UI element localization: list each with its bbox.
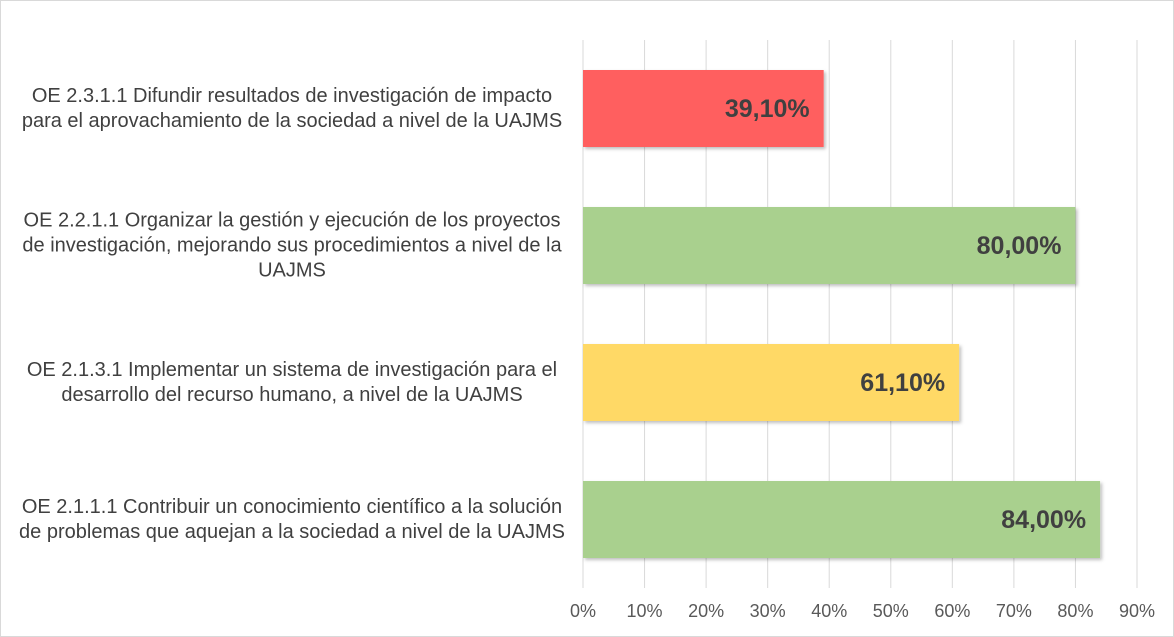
x-tick-label: 30% [750,601,786,621]
x-tick-label: 20% [688,601,724,621]
x-tick-label: 60% [934,601,970,621]
x-tick-label: 80% [1057,601,1093,621]
category-label: OE 2.1.3.1 Implementar un sistema de inv… [26,358,558,406]
bar [583,207,1076,284]
x-tick-label: 10% [627,601,663,621]
bar [583,481,1101,558]
x-tick-label: 40% [811,601,847,621]
value-label: 80,00% [977,232,1062,260]
x-tick-label: 50% [873,601,909,621]
category-label: OE 2.1.1.1 Contribuir un conocimiento ci… [19,495,565,543]
value-label: 61,10% [860,369,945,397]
bar [583,70,824,147]
x-tick-label: 90% [1119,601,1155,621]
x-tick-label: 70% [996,601,1032,621]
x-tick-label: 0% [570,601,596,621]
category-label: OE 2.2.1.1 Organizar la gestión y ejecuc… [22,209,562,281]
value-label: 39,10% [725,95,810,123]
category-label: OE 2.3.1.1 Difundir resultados de invest… [21,84,563,132]
bar [583,344,960,421]
value-label: 84,00% [1001,506,1086,534]
